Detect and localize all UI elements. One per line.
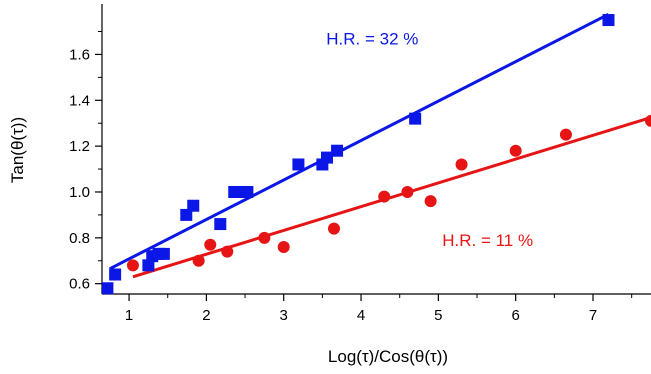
x-tick-label: 7 bbox=[589, 307, 597, 324]
x-axis-label: Log(τ)/Cos(θ(τ)) bbox=[328, 347, 448, 366]
circle-point bbox=[645, 114, 651, 127]
circle-point bbox=[221, 245, 234, 258]
circle-point bbox=[401, 185, 414, 198]
y-tick-label: 1.2 bbox=[69, 138, 90, 155]
fit-line-1 bbox=[132, 116, 651, 279]
x-tick-label: 4 bbox=[357, 307, 365, 324]
square-point bbox=[187, 199, 200, 212]
square-point bbox=[157, 247, 170, 260]
circle-point bbox=[126, 259, 139, 272]
y-tick-label: 1.6 bbox=[69, 46, 90, 63]
x-tick-label: 6 bbox=[512, 307, 520, 324]
y-tick-label: 1.4 bbox=[69, 92, 90, 109]
square-point bbox=[142, 259, 155, 272]
annotations: H.R. = 32 % H.R. = 11 % bbox=[326, 29, 533, 250]
data-points bbox=[102, 14, 651, 295]
square-point bbox=[321, 151, 334, 164]
circle-point bbox=[559, 128, 572, 141]
y-tick-label: 0.6 bbox=[69, 276, 90, 293]
square-point bbox=[109, 268, 122, 281]
circle-point bbox=[424, 195, 437, 208]
hr-annotation: H.R. = 32 % bbox=[326, 29, 418, 48]
square-point bbox=[180, 208, 193, 221]
circle-point bbox=[258, 231, 271, 244]
square-point bbox=[602, 14, 615, 27]
y-axis-label: Tan(θ(τ)) bbox=[8, 117, 27, 183]
circle-point bbox=[277, 241, 290, 254]
circle-point bbox=[192, 254, 205, 267]
circle-point bbox=[378, 190, 391, 203]
circle-point bbox=[455, 158, 468, 171]
square-point bbox=[292, 158, 305, 171]
circle-point bbox=[204, 238, 217, 251]
x-tick-label: 2 bbox=[202, 307, 210, 324]
fit-lines bbox=[109, 12, 651, 279]
x-tick-label: 1 bbox=[125, 307, 133, 324]
fit-line-0 bbox=[109, 12, 610, 271]
square-point bbox=[409, 112, 422, 125]
y-tick-label: 0.8 bbox=[69, 230, 90, 247]
square-point bbox=[102, 282, 114, 295]
circle-point bbox=[327, 222, 340, 235]
circle-point bbox=[509, 144, 522, 157]
x-tick-label: 5 bbox=[434, 307, 442, 324]
axes: 1 2 3 4 5 6 7 0.6 0.8 1.0 1.2 1.4 1.6 bbox=[69, 4, 651, 324]
square-point bbox=[331, 144, 344, 157]
y-tick-label: 1.0 bbox=[69, 184, 90, 201]
square-point bbox=[214, 218, 227, 231]
hr-annotation: H.R. = 11 % bbox=[442, 231, 533, 250]
x-tick-label: 3 bbox=[280, 307, 288, 324]
square-point bbox=[241, 185, 254, 198]
